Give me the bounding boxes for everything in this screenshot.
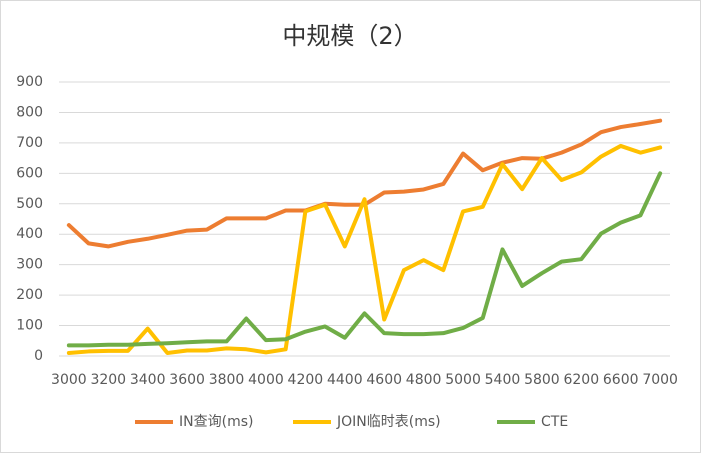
legend-label: JOIN临时表(ms) [336, 414, 441, 430]
y-tick-label: 700 [16, 135, 43, 151]
x-tick-label: 4200 [288, 372, 324, 388]
x-tick-label: 4000 [248, 372, 284, 388]
x-tick-label: 3400 [130, 372, 166, 388]
x-tick-label: 5000 [445, 372, 481, 388]
series-line [66, 171, 663, 348]
y-tick-label: 200 [16, 287, 43, 303]
y-tick-label: 0 [34, 348, 43, 364]
legend-label: IN查询(ms) [179, 414, 253, 430]
y-tick-label: 100 [16, 318, 43, 334]
x-tick-label: 4400 [327, 372, 363, 388]
series-line [66, 143, 663, 355]
y-tick-label: 800 [16, 104, 43, 120]
y-tick-label: 600 [16, 165, 43, 181]
y-tick-label: 500 [16, 196, 43, 212]
x-tick-label: 5400 [485, 372, 521, 388]
y-tick-label: 400 [16, 226, 43, 242]
x-tick-label: 3800 [209, 372, 245, 388]
chart-title: 中规模（2） [282, 22, 417, 50]
x-tick-label: 3200 [90, 372, 126, 388]
y-tick-label: 900 [16, 74, 43, 90]
x-tick-label: 6600 [603, 372, 639, 388]
x-tick-label: 3600 [169, 372, 205, 388]
x-tick-label: 5800 [524, 372, 560, 388]
x-tick-label: 4600 [366, 372, 402, 388]
x-tick-label: 4800 [406, 372, 442, 388]
y-tick-label: 300 [16, 257, 43, 273]
x-tick-label: 7000 [642, 372, 678, 388]
legend-label: CTE [541, 414, 568, 430]
x-tick-label: 6200 [563, 372, 599, 388]
x-tick-label: 3000 [51, 372, 87, 388]
